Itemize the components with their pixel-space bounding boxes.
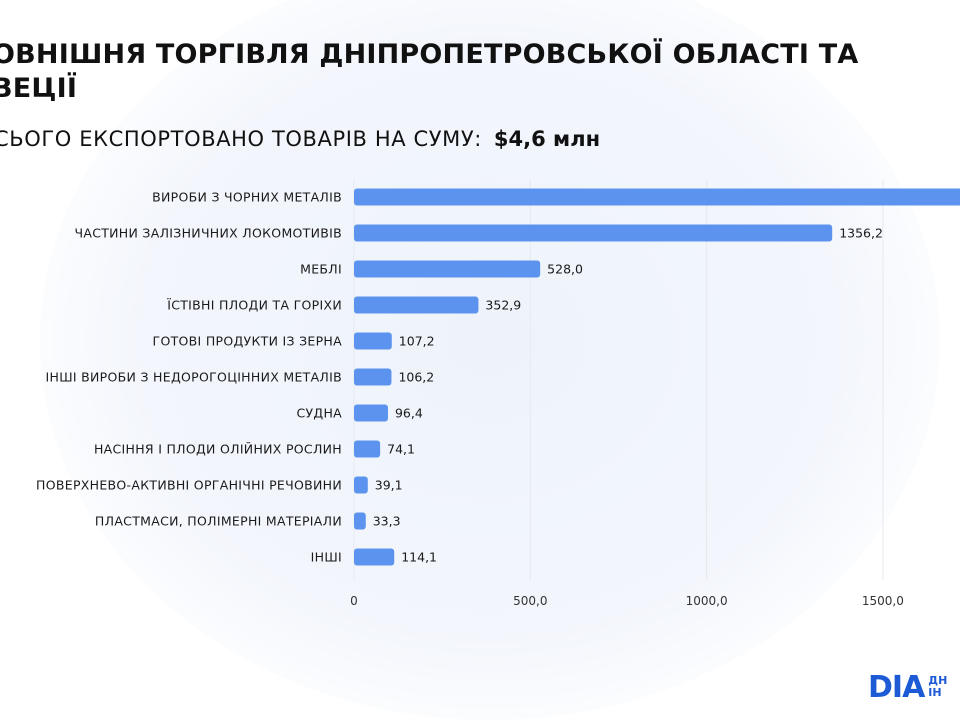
- logo-subtext-line1: ДН: [928, 674, 948, 687]
- category-label: ЇСТІВНІ ПЛОДИ ТА ГОРІХИ: [167, 298, 342, 313]
- dia-logo: DІA ДН ІН: [868, 668, 947, 706]
- bar: [354, 296, 479, 314]
- bar: [354, 224, 833, 242]
- logo-subtext-line2: ІН: [928, 686, 942, 699]
- bar: [354, 404, 388, 422]
- category-label: ІНШІ ВИРОБИ З НЕДОРОГОЦІННИХ МЕТАЛІВ: [46, 370, 342, 385]
- x-tick-label: 0: [350, 594, 358, 608]
- bar: [354, 332, 392, 350]
- value-label: 528,0: [547, 262, 583, 277]
- value-label: 352,9: [485, 298, 521, 313]
- value-label: 114,1: [401, 550, 437, 565]
- bar: [354, 188, 960, 206]
- category-label: НАСІННЯ І ПЛОДИ ОЛІЙНИХ РОСЛИН: [94, 442, 342, 457]
- page-title: ОВНІШНЯ ТОРГІВЛЯ ДНІПРОПЕТРОВСЬКОЇ ОБЛАС…: [0, 39, 859, 104]
- value-label: 33,3: [373, 514, 401, 529]
- x-tick-label: 1500,0: [862, 594, 904, 608]
- category-label: МЕБЛІ: [300, 262, 342, 277]
- category-label: ЧАСТИНИ ЗАЛІЗНИЧНИХ ЛОКОМОТИВІВ: [74, 226, 342, 241]
- category-label: ВИРОБИ З ЧОРНИХ МЕТАЛІВ: [152, 190, 342, 205]
- value-label: 107,2: [399, 334, 435, 349]
- value-label: 39,1: [375, 478, 403, 493]
- background-circle: [40, 0, 940, 720]
- value-label: 1356,2: [839, 226, 883, 241]
- value-label: 74,1: [387, 442, 415, 457]
- x-tick-label: 1000,0: [686, 594, 728, 608]
- bar: [354, 260, 541, 278]
- category-label: СУДНА: [296, 406, 342, 421]
- logo-subtext: ДН ІН: [928, 675, 947, 699]
- summary-total: $4,6 млн: [493, 127, 601, 151]
- value-label: 96,4: [395, 406, 423, 421]
- value-label: 106,2: [398, 370, 434, 385]
- category-label: ГОТОВІ ПРОДУКТИ ІЗ ЗЕРНА: [153, 334, 343, 349]
- summary-label: СЬОГО ЕКСПОРТОВАНО ТОВАРІВ НА СУМУ:: [0, 127, 482, 151]
- bar: [354, 548, 395, 566]
- logo-mark: DІA: [868, 669, 925, 705]
- export-summary: СЬОГО ЕКСПОРТОВАНО ТОВАРІВ НА СУМУ: $4,6 …: [0, 127, 600, 151]
- bar: [354, 476, 368, 494]
- category-label: ПОВЕРХНЕВО-АКТИВНІ ОРГАНІЧНІ РЕЧОВИНИ: [36, 478, 342, 493]
- bar: [354, 512, 366, 530]
- category-label: ІНШІ: [311, 550, 342, 565]
- bar: [354, 368, 392, 386]
- bar: [354, 440, 381, 458]
- x-tick-label: 500,0: [513, 594, 547, 608]
- category-label: ПЛАСТМАСИ, ПОЛІМЕРНІ МАТЕРІАЛИ: [95, 514, 342, 529]
